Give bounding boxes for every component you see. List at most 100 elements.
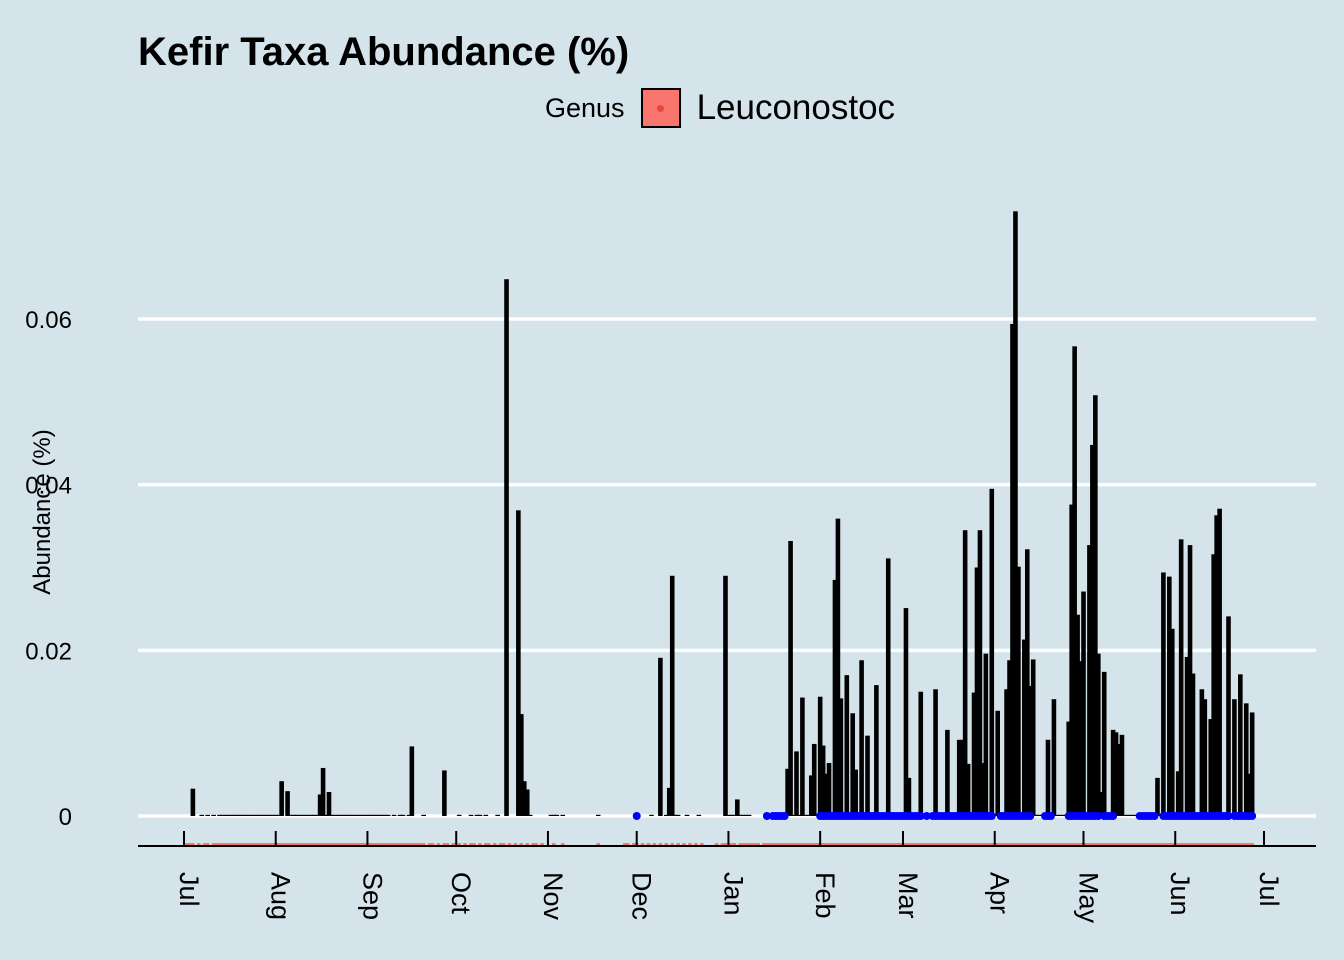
bar [317,794,323,816]
bar [983,653,989,816]
bar [649,814,654,816]
bar [977,530,983,816]
bar [524,789,530,816]
bar [1066,721,1072,816]
x-tick-label: Sep [357,872,387,920]
bar [723,575,728,816]
x-tick-label: Aug [266,872,296,920]
chart-title: Kefir Taxa Abundance (%) [138,30,630,74]
bar [356,814,361,816]
bar [400,814,406,816]
bar [273,814,279,816]
bar [391,814,397,816]
y-tick-label: 0.06 [25,307,72,334]
bar [300,814,305,816]
bar [853,769,858,816]
bar [456,814,462,816]
bar [1175,771,1181,816]
bar [362,814,367,816]
bar [918,691,924,816]
x-tick-label: Dec [627,872,657,920]
bar [865,735,870,816]
bar [1069,504,1074,816]
bar [1190,673,1196,816]
bar [243,814,249,816]
bar [1113,732,1119,816]
point-marker [632,812,641,820]
bar [264,814,270,816]
bar [368,814,373,816]
bar [675,814,681,816]
bar [232,814,237,816]
bar [252,814,258,816]
bar [308,814,314,816]
point-marker [1026,812,1035,820]
bar [332,814,338,816]
bar [1122,814,1128,816]
bar [1007,660,1012,816]
bar [1226,616,1231,816]
bar [788,540,793,816]
x-tick-label: Mar [893,872,923,919]
bar [1051,699,1057,816]
bar [516,510,521,816]
point-marker [1150,812,1159,820]
bar [826,762,832,816]
bar [1090,444,1095,816]
bar [294,814,299,816]
bar [1057,814,1063,816]
bar [1246,773,1252,816]
bar [1101,671,1107,816]
bar [743,814,749,816]
bar [933,689,938,816]
bar [666,787,672,816]
bar [397,814,403,816]
legend-title: Genus [545,92,625,123]
point-marker [1046,812,1055,820]
bar [1036,814,1042,816]
bar [474,814,480,816]
bar [303,814,308,816]
bar [669,575,675,816]
bar [658,657,663,816]
bar [190,788,196,816]
bar [1155,777,1160,816]
bar [288,814,293,816]
bar [729,814,734,816]
point-marker [780,812,789,820]
bar [421,814,426,816]
bar [237,814,243,816]
bar [338,814,344,816]
bar [560,814,566,816]
bar [945,729,950,816]
point-marker [1224,812,1233,820]
bar [1081,591,1086,816]
point-marker [1248,812,1257,820]
bar [885,558,891,816]
bar [329,814,335,816]
y-axis-label: Abundance (%) [29,429,56,594]
bar [229,814,234,816]
bar [205,814,210,816]
bar [220,814,225,816]
bar [382,814,388,816]
x-tick-label: Apr [985,872,1015,914]
bar [803,814,808,816]
bar [323,814,329,816]
bar [376,814,382,816]
bar [746,814,752,816]
bar [859,660,864,816]
bar [255,814,261,816]
bar [874,685,879,816]
bar [1030,659,1036,816]
bar [989,488,995,816]
bar [785,768,790,816]
bar [1119,734,1125,816]
bar [959,739,965,816]
bar [371,814,376,816]
bar [696,814,702,816]
x-tick-label: Jan [718,872,748,916]
bar [1010,323,1015,816]
bar [468,814,474,816]
bar [962,530,968,816]
